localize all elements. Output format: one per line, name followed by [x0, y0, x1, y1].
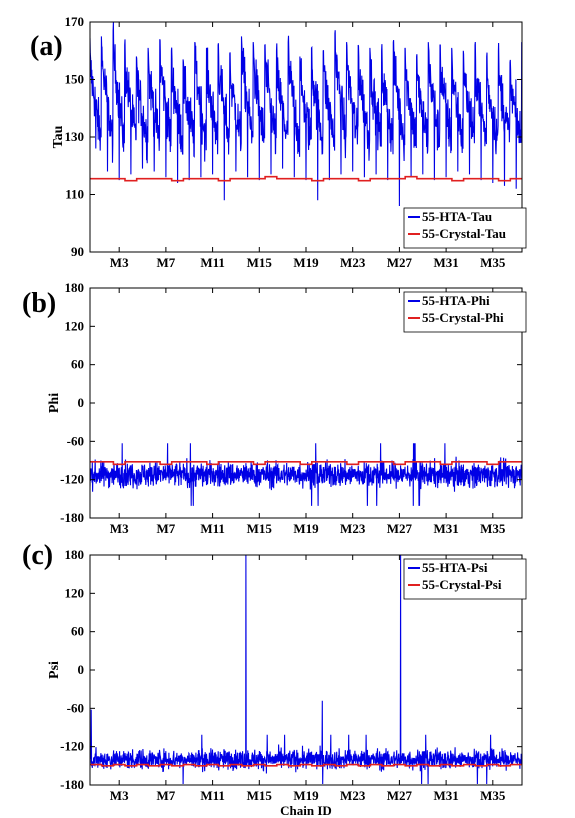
x-tick-label: M15	[247, 788, 273, 803]
y-tick-label: 60	[71, 624, 84, 639]
legend: 55-HTA-Psi 55-Crystal-Psi	[403, 558, 527, 600]
x-tick-label: M19	[293, 255, 319, 270]
x-tick-label: M11	[200, 255, 225, 270]
panel-label: (b)	[22, 288, 56, 319]
y-tick-label: 110	[65, 187, 84, 202]
x-tick-label: M27	[387, 255, 413, 270]
legend-entry: 55-Crystal-Tau	[422, 226, 506, 241]
x-tick-label: M7	[157, 788, 176, 803]
legend-entry: 55-HTA-Phi	[422, 293, 490, 308]
series-line-hta	[90, 555, 522, 785]
legend-entry: 55-Crystal-Psi	[422, 577, 502, 592]
x-tick-label: M19	[293, 521, 319, 536]
legend: 55-HTA-Phi 55-Crystal-Phi	[403, 291, 527, 333]
y-tick-label: -120	[60, 472, 84, 487]
y-tick-label: 170	[65, 14, 85, 29]
y-tick-label: 180	[65, 280, 85, 295]
x-tick-label: M11	[200, 521, 225, 536]
y-tick-label: -60	[67, 700, 84, 715]
series-line-hta	[90, 443, 522, 506]
legend-box	[403, 558, 527, 600]
series-line-hta	[90, 22, 522, 207]
chart-panel-3: -180 -120 -60 0 60 120 180 M3 M7 M11 M15 M19 M23 M27 M…	[22, 540, 527, 818]
legend-entry: 55-HTA-Psi	[422, 560, 488, 575]
series-line-crystal	[90, 175, 522, 182]
x-tick-label: M35	[480, 255, 506, 270]
x-tick-label: M15	[247, 521, 273, 536]
chart-panel-1: 90 110 130 150 170 M3 M7 M11 M15 M19 M23 M27 M31 M35 T…	[30, 14, 527, 270]
plot-area	[90, 22, 522, 207]
y-tick-label: 120	[65, 318, 85, 333]
legend: 55-HTA-Tau 55-Crystal-Tau	[403, 207, 527, 249]
x-tick-label: M23	[340, 788, 366, 803]
x-tick-label: M3	[110, 255, 129, 270]
y-tick-label: 0	[78, 662, 85, 677]
legend-entry: 55-Crystal-Phi	[422, 310, 504, 325]
y-tick-label: 120	[65, 585, 85, 600]
x-tick-label: M15	[247, 255, 273, 270]
series-line-crystal	[90, 763, 522, 767]
x-tick-label: M23	[340, 255, 366, 270]
y-axis-label: Psi	[47, 661, 62, 679]
x-tick-label: M31	[433, 255, 458, 270]
y-tick-label: 130	[65, 129, 85, 144]
chart-panel-2: -180 -120 -60 0 60 120 180 M3 M7 M11 M15 M19 M23 M27 M…	[22, 280, 527, 536]
y-axis-label: Phi	[47, 393, 62, 413]
panel-label: (a)	[30, 31, 63, 62]
x-tick-label: M35	[480, 521, 506, 536]
x-tick-label: M23	[340, 521, 366, 536]
x-tick-label: M27	[387, 788, 413, 803]
x-axis-label: Chain ID	[280, 803, 332, 818]
x-tick-label: M3	[110, 521, 129, 536]
y-tick-label: 60	[71, 357, 84, 372]
x-tick-label: M7	[157, 255, 176, 270]
y-tick-label: 150	[65, 72, 85, 87]
legend-box	[403, 291, 527, 333]
y-tick-label: -60	[67, 433, 84, 448]
legend-box	[403, 207, 527, 249]
x-tick-label: M31	[433, 521, 458, 536]
legend-entry: 55-HTA-Tau	[422, 209, 492, 224]
x-tick-label: M27	[387, 521, 413, 536]
y-tick-label: 90	[71, 244, 84, 259]
plot-area	[90, 555, 522, 785]
panel-label: (c)	[22, 540, 53, 571]
x-tick-label: M31	[433, 788, 458, 803]
series-line-crystal	[90, 461, 522, 466]
y-tick-label: -120	[60, 739, 84, 754]
x-tick-label: M19	[293, 788, 319, 803]
y-tick-label: 180	[65, 547, 85, 562]
x-tick-label: M35	[480, 788, 506, 803]
y-tick-label: 0	[78, 395, 85, 410]
y-tick-label: -180	[60, 510, 84, 525]
y-tick-label: -180	[60, 777, 84, 792]
x-tick-label: M11	[200, 788, 225, 803]
x-tick-label: M3	[110, 788, 129, 803]
y-axis-label: Tau	[51, 125, 66, 148]
x-tick-label: M7	[157, 521, 176, 536]
plot-area	[90, 443, 522, 506]
